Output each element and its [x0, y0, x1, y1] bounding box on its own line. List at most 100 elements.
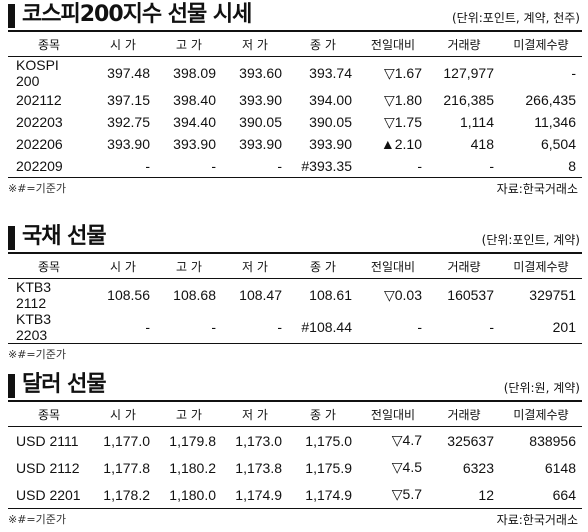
- dollar-body: USD 2111 1,177.0 1,179.8 1,173.0 1,175.0 ▽4.7…: [8, 427, 582, 509]
- column-header: 저 가: [222, 30, 288, 57]
- column-header: 고 가: [156, 30, 222, 57]
- table-cell: 398.09: [173, 65, 216, 81]
- table-cell: 6148: [544, 459, 576, 476]
- table-row: KTB3 2112 108.56 108.68 108.47 108.61 ▽0.03 16…: [8, 279, 582, 311]
- bond-note: ※#=기준가: [8, 348, 67, 361]
- table-cell: 6,504: [540, 136, 576, 152]
- column-header: 고 가: [156, 400, 222, 427]
- bond-title: 국채 선물: [22, 224, 107, 249]
- table-cell: 11,346: [534, 114, 576, 130]
- kospi-title-row: 코스피200지수 선물 시세 (단위:포인트, 계약, 천주): [0, 0, 588, 30]
- item-name-cell: KOSPI 200: [16, 57, 59, 89]
- item-name-cell: 202206: [16, 136, 63, 152]
- column-header: 종목: [8, 400, 90, 427]
- table-cell: 392.75: [107, 114, 150, 130]
- table-cell: 393.90: [239, 92, 282, 108]
- table-row: 202203 392.75 394.40 390.05 390.05 ▽1.75 1,114…: [8, 111, 582, 133]
- dollar-title: 달러 선물: [22, 372, 107, 397]
- table-cell: #393.35: [288, 155, 358, 178]
- table-cell: ▽1.80: [383, 91, 422, 108]
- table-cell: 418: [470, 136, 494, 152]
- table-cell: 1,114: [460, 114, 494, 130]
- bond-title-row: 국채 선물 (단위:포인트, 계약): [0, 222, 588, 252]
- kospi-body: KOSPI 200 397.48 398.09 393.60 393.74 ▽1.67 12…: [8, 57, 582, 178]
- table-cell: 1,180.2: [169, 459, 216, 476]
- table-cell: 201: [500, 311, 582, 344]
- table-cell: 393.90: [309, 136, 352, 152]
- table-cell: -: [156, 311, 222, 344]
- table-cell: 160537: [447, 287, 494, 303]
- bond-body: KTB3 2112 108.56 108.68 108.47 108.61 ▽0.03 16…: [8, 279, 582, 344]
- table-cell: ▽5.7: [358, 481, 428, 509]
- kospi-title: 코스피200지수 선물 시세: [22, 2, 252, 27]
- column-header: 전일대비: [358, 400, 428, 427]
- column-header: 고 가: [156, 252, 222, 279]
- column-header: 시 가: [90, 30, 156, 57]
- item-name-cell: KTB3 2112: [16, 279, 52, 311]
- table-cell: 390.05: [309, 114, 352, 130]
- table-cell: 393.90: [239, 136, 282, 152]
- item-name-cell: USD 2111: [16, 432, 79, 449]
- item-name-cell: KTB3 2203: [8, 311, 90, 344]
- table-row: 202209- - - #393.35- -8: [8, 155, 582, 178]
- table-cell: -: [358, 155, 428, 178]
- column-header: 전일대비: [358, 30, 428, 57]
- table-row: KOSPI 200 397.48 398.09 393.60 393.74 ▽1.67 12…: [8, 57, 582, 89]
- kospi-unit: (단위:포인트, 계약, 천주): [451, 11, 580, 25]
- table-cell: 108.47: [239, 287, 282, 303]
- column-header: 종 가: [288, 400, 358, 427]
- table-cell: 266,435: [525, 92, 576, 108]
- title-bar: [8, 4, 15, 28]
- column-header: 종 가: [288, 252, 358, 279]
- table-row: 202206 393.90 393.90 393.90 393.90 ▲2.10 418 6,…: [8, 133, 582, 155]
- column-header: 거래량: [428, 400, 500, 427]
- column-header: 종목: [8, 30, 90, 57]
- column-header: 거래량: [428, 252, 500, 279]
- table-cell: 1,174.9: [288, 481, 358, 509]
- table-cell: 1,177.8: [103, 459, 150, 476]
- table-row: USD 2201 1,178.2 1,180.0 1,174.9 1,174.9 ▽5.7…: [8, 481, 582, 509]
- table-row: 202112 397.15 398.40 393.90 394.00 ▽1.80 216,3…: [8, 89, 582, 111]
- table-cell: 1,177.0: [103, 432, 150, 449]
- column-header: 미결제수량: [500, 400, 582, 427]
- column-header: 미결제수량: [500, 30, 582, 57]
- item-name-cell: 202209: [8, 155, 90, 178]
- table-cell: 397.15: [107, 92, 150, 108]
- table-cell: 394.00: [309, 92, 352, 108]
- item-name-cell: 202203: [16, 114, 63, 130]
- column-header: 전일대비: [358, 252, 428, 279]
- table-cell: 393.74: [309, 65, 352, 81]
- table-cell: 6323: [462, 459, 494, 476]
- table-cell: 1,175.0: [305, 432, 352, 449]
- table-cell: 393.60: [239, 65, 282, 81]
- table-row: USD 2111 1,177.0 1,179.8 1,173.0 1,175.0 ▽4.7…: [8, 427, 582, 455]
- table-row: KTB3 2203- - - #108.44- -201: [8, 311, 582, 344]
- dollar-note-row: ※#=기준가 자료:한국거래소: [0, 509, 588, 527]
- table-cell: 1,178.2: [90, 481, 156, 509]
- item-name-cell: USD 2201: [8, 481, 90, 509]
- item-name-cell: 202112: [16, 92, 62, 108]
- item-name-cell: USD 2112: [16, 459, 80, 476]
- table-cell: 1,175.9: [305, 459, 352, 476]
- bond-unit: (단위:포인트, 계약): [481, 233, 580, 247]
- column-header: 시 가: [90, 252, 156, 279]
- table-cell: 127,977: [443, 65, 494, 81]
- title-bar: [8, 374, 15, 398]
- kospi-source: 자료:한국거래소: [496, 182, 578, 196]
- table-cell: 838956: [529, 432, 576, 449]
- table-cell: 108.56: [107, 287, 150, 303]
- table-cell: -: [90, 311, 156, 344]
- table-cell: 12: [428, 481, 500, 509]
- title-bar: [8, 226, 15, 250]
- table-cell: ▽1.75: [383, 113, 422, 130]
- table-cell: 216,385: [443, 92, 494, 108]
- table-cell: #108.44: [288, 311, 358, 344]
- table-cell: 397.48: [107, 65, 150, 81]
